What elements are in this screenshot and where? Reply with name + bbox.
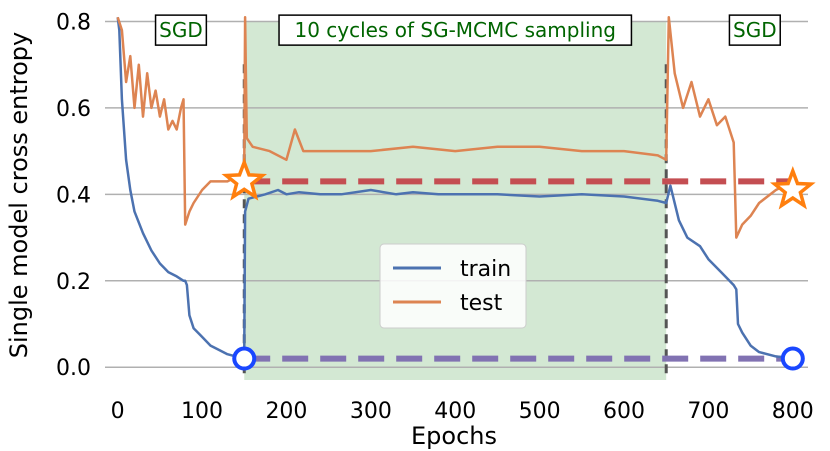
tick-layer: 0 100 200 300 400 500 600 700 800 0.0 0.2 0.4 0.6 0.8 xyxy=(56,10,814,424)
x-axis-title: Epochs xyxy=(411,422,497,450)
y-tick-label-1: 0.2 xyxy=(56,270,91,295)
y-tick-label-0: 0.0 xyxy=(56,356,91,381)
y-tick-label-2: 0.4 xyxy=(56,183,91,208)
star-marker-1 xyxy=(769,166,816,210)
x-tick-label-6: 600 xyxy=(603,399,645,424)
y-axis-title: Single model cross entropy xyxy=(5,32,33,358)
circle-marker-3 xyxy=(780,346,805,371)
x-tick-label-3: 300 xyxy=(350,399,392,424)
x-tick-label-8: 800 xyxy=(772,399,814,424)
series-layer xyxy=(116,15,794,362)
legend-label-test: test xyxy=(460,291,503,316)
annotation-label-1: 10 cycles of SG-MCMC sampling xyxy=(294,18,615,42)
star-marker-0 xyxy=(221,157,268,201)
circle-marker-2 xyxy=(232,346,257,371)
x-tick-label-2: 200 xyxy=(265,399,307,424)
y-tick-label-4: 0.8 xyxy=(56,10,91,35)
annot-layer: SGD 10 cycles of SG-MCMC sampling SGD xyxy=(154,14,781,46)
annotation-label-2: SGD xyxy=(733,18,777,42)
x-tick-label-4: 400 xyxy=(434,399,476,424)
y-tick-label-3: 0.6 xyxy=(56,97,91,122)
annotation-box-0 xyxy=(154,14,208,46)
x-tick-label-5: 500 xyxy=(519,399,561,424)
annotation-box-1 xyxy=(278,14,633,46)
series-test xyxy=(116,15,794,239)
annotation-box-2 xyxy=(728,14,781,46)
marker-layer xyxy=(221,157,816,371)
x-tick-label-7: 700 xyxy=(687,399,729,424)
x-tick-label-1: 100 xyxy=(181,399,223,424)
annotation-label-0: SGD xyxy=(159,18,203,42)
series-train xyxy=(116,17,793,360)
x-tick-label-0: 0 xyxy=(111,399,125,424)
legend: train test xyxy=(379,243,527,329)
legend-box xyxy=(379,243,527,329)
legend-label-train: train xyxy=(460,257,511,282)
